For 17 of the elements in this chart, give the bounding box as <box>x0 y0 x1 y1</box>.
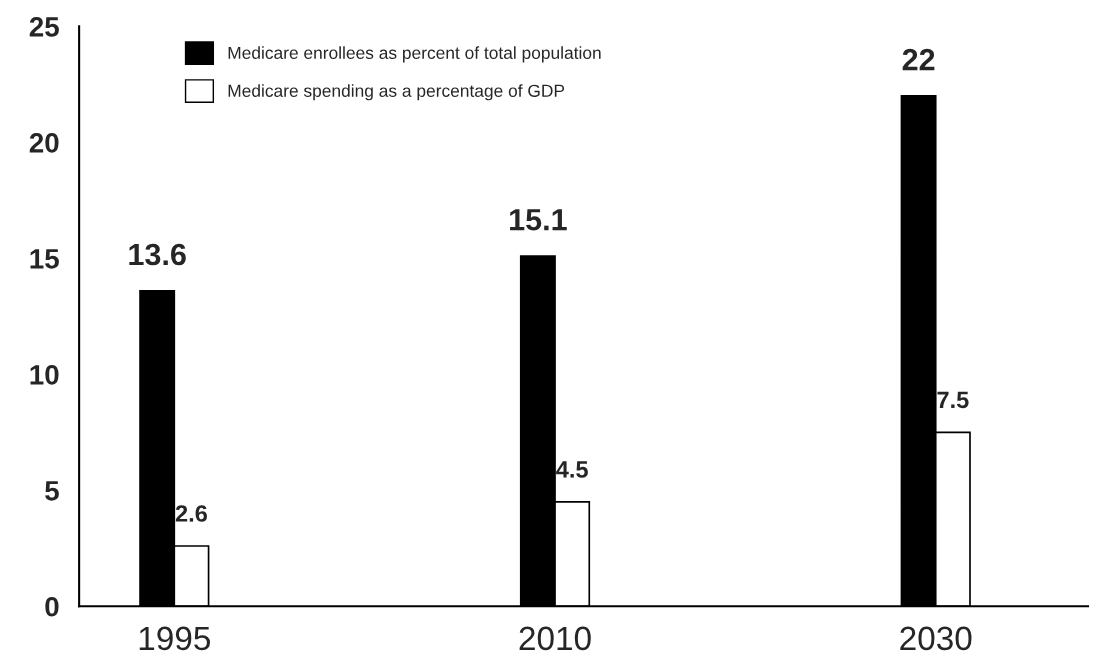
data-label: 15.1 <box>510 209 567 231</box>
x-tick-label: 2010 <box>519 626 591 651</box>
data-label: 2.6 <box>175 505 207 522</box>
y-tick-label: 25 <box>29 17 59 37</box>
y-tick-label: 10 <box>30 364 59 385</box>
legend-label: Medicare enrollees as percent of total population <box>228 46 601 63</box>
data-label: 7.5 <box>937 391 969 409</box>
data-label: 13.6 <box>129 243 186 266</box>
y-tick-label: 5 <box>45 481 59 501</box>
y-tick-label: 15 <box>30 249 59 269</box>
data-label: 4.5 <box>556 461 588 478</box>
y-tick-label: 20 <box>29 133 59 153</box>
y-tick-label: 0 <box>45 596 59 617</box>
x-tick-label: 1995 <box>139 626 210 651</box>
legend-label: Medicare spending as a percentage of GDP <box>228 84 565 101</box>
x-tick-label: 2030 <box>900 626 972 651</box>
data-label: 22 <box>902 48 935 71</box>
